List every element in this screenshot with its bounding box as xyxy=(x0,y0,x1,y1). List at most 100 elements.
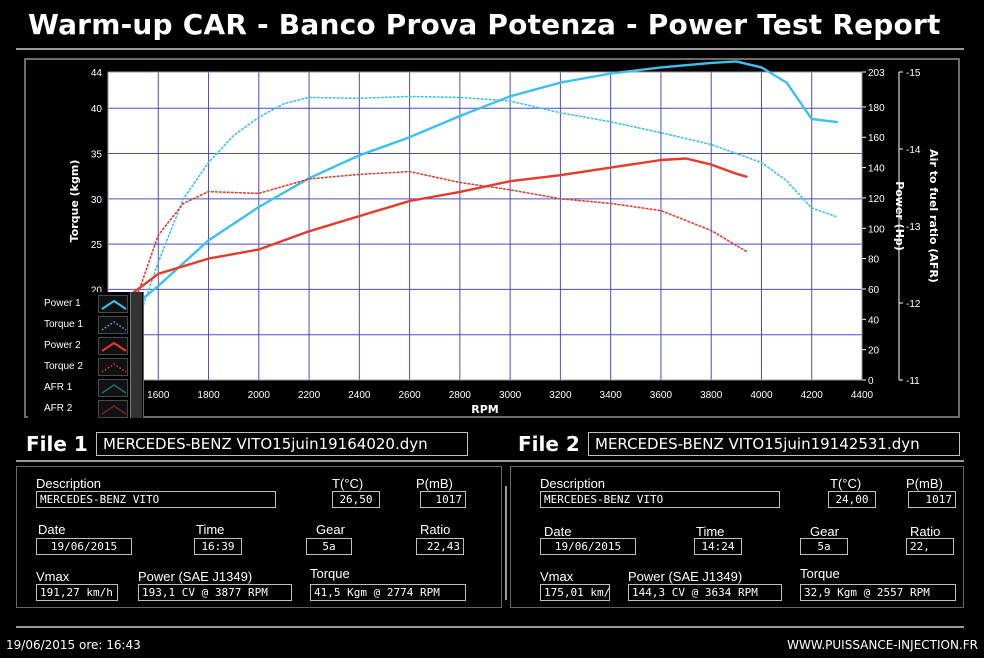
afr-axis-title: Air to fuel ratio (AFR) xyxy=(927,149,940,283)
legend-item: Power 1 xyxy=(28,294,140,315)
footer-timestamp: 19/06/2015 ore: 16:43 xyxy=(6,638,141,652)
run1-torque-label: Torque xyxy=(310,566,350,581)
power-tick-label: 120 xyxy=(868,194,885,205)
x-tick-label: 4400 xyxy=(851,390,874,401)
run2-gear-value: 5a xyxy=(800,538,848,555)
run1-date-value: 19/06/2015 xyxy=(36,538,132,555)
torque1-swatch-icon xyxy=(98,316,128,334)
file1-label: File 1 xyxy=(26,432,88,456)
torque-axis-title: Torque (kgm) xyxy=(68,160,81,243)
chart-legend: Power 1 Torque 1 Power 2 Torque 2 AFR 1 … xyxy=(28,292,144,418)
afr-tick-label: -14 xyxy=(906,145,921,156)
x-tick-label: 1800 xyxy=(197,390,220,401)
plot-border xyxy=(107,71,863,381)
legend-label: AFR 2 xyxy=(44,403,73,414)
run2-torque-value: 32,9 Kgm @ 2557 RPM xyxy=(800,584,956,601)
run1-description-value: MERCEDES-BENZ VITO xyxy=(36,491,276,508)
x-tick-label: 4200 xyxy=(801,390,824,401)
run2-temp-value: 24,00 xyxy=(828,491,876,508)
panel-separator xyxy=(505,486,507,600)
legend-item: Power 2 xyxy=(28,336,140,357)
power-tick-label: 40 xyxy=(868,315,880,326)
legend-item: AFR 2 xyxy=(28,399,140,420)
power2-swatch-icon xyxy=(98,337,128,355)
run2-pressure-label: P(mB) xyxy=(906,476,943,491)
legend-label: Power 2 xyxy=(44,340,81,351)
x-tick-label: 3000 xyxy=(499,390,522,401)
run2-date-label: Date xyxy=(544,524,572,539)
file2-name: MERCEDES-BENZ VITO15juin19142531.dyn xyxy=(588,432,960,456)
power-tick-label: 80 xyxy=(868,255,880,266)
x-tick-label: 3400 xyxy=(600,390,623,401)
run2-vmax-label: Vmax xyxy=(540,569,574,584)
series-line-torque-1 xyxy=(132,95,838,336)
legend-label: Torque 1 xyxy=(44,319,83,330)
run2-description-label: Description xyxy=(540,476,606,491)
footer-website: WWW.PUISSANCE-INJECTION.FR xyxy=(787,638,978,652)
run2-gear-label: Gear xyxy=(810,524,839,539)
torque2-swatch-icon xyxy=(98,358,128,376)
afr-tick-label: -15 xyxy=(906,68,921,79)
run1-vmax-value: 191,27 km/h xyxy=(36,584,118,601)
run1-ratio-label: Ratio xyxy=(420,522,451,537)
chart-panel: 1600 1800 2000 2200 2400 2600 2800 3000 3200 3400… xyxy=(24,58,960,418)
x-tick-label: 2600 xyxy=(398,390,421,401)
file1-name: MERCEDES-BENZ VITO15juin19164020.dyn xyxy=(96,432,468,456)
plot-area xyxy=(108,72,862,380)
files-divider xyxy=(16,460,964,462)
legend-label: Torque 2 xyxy=(44,361,83,372)
x-tick-label: 2800 xyxy=(449,390,472,401)
x-tick-label: 3600 xyxy=(650,390,673,401)
run1-date-label: Date xyxy=(38,522,66,537)
power1-swatch-icon xyxy=(98,295,128,313)
legend-item: AFR 1 xyxy=(28,378,140,399)
power-tick-label: 100 xyxy=(868,224,885,235)
power-tick-label: 140 xyxy=(868,164,885,175)
torque-tick-label: 35 xyxy=(91,150,103,161)
x-tick-label: 3200 xyxy=(549,390,572,401)
afr2-swatch-icon xyxy=(98,400,128,418)
afr-tick-label: -13 xyxy=(906,222,921,233)
run1-time-label: Time xyxy=(196,522,225,537)
power-tick-label: 203 xyxy=(868,68,885,79)
run1-temp-value: 26,50 xyxy=(332,491,380,508)
x-axis-title: RPM xyxy=(471,403,498,416)
run2-temp-label: T(°C) xyxy=(830,476,862,491)
power-axis-title: Power (Hp) xyxy=(893,181,906,251)
series-line-torque-2 xyxy=(132,170,748,309)
run2-ratio-value: 22, xyxy=(906,538,954,555)
run1-description-label: Description xyxy=(36,476,102,491)
legend-label: Power 1 xyxy=(44,298,81,309)
torque-tick-label: 20 xyxy=(91,285,103,296)
torque-tick-label: 30 xyxy=(91,195,103,206)
run2-time-value: 14:24 xyxy=(694,538,742,555)
power-tick-label: 180 xyxy=(868,103,885,114)
run1-vmax-label: Vmax xyxy=(36,569,70,584)
run1-power-value: 193,1 CV @ 3877 RPM xyxy=(138,584,292,601)
x-tick-label: 2400 xyxy=(348,390,371,401)
run1-temp-label: T(°C) xyxy=(332,476,364,491)
footer-divider xyxy=(16,626,964,628)
run1-time-value: 16:39 xyxy=(194,538,242,555)
title-divider xyxy=(16,48,964,50)
run2-ratio-label: Ratio xyxy=(910,524,941,539)
torque-tick-label: 44 xyxy=(91,68,103,79)
legend-item: Torque 2 xyxy=(28,357,140,378)
x-tick-label: 2000 xyxy=(248,390,271,401)
torque-tick-label: 40 xyxy=(91,104,103,115)
report-title: Warm-up CAR - Banco Prova Potenza - Powe… xyxy=(28,8,941,41)
x-tick-label: 1600 xyxy=(147,390,170,401)
afr-tick-label: -12 xyxy=(906,299,921,310)
legend-item: Torque 1 xyxy=(28,315,140,336)
file2-label: File 2 xyxy=(518,432,580,456)
legend-label: AFR 1 xyxy=(44,382,73,393)
legend-scrollbar[interactable] xyxy=(130,292,142,418)
x-tick-label: 4000 xyxy=(750,390,773,401)
run1-gear-label: Gear xyxy=(316,522,345,537)
run1-pressure-value: 1017 xyxy=(420,491,466,508)
power-tick-label: 60 xyxy=(868,285,880,296)
power-tick-label: 20 xyxy=(868,346,880,357)
run1-torque-value: 41,5 Kgm @ 2774 RPM xyxy=(310,584,466,601)
run2-date-value: 19/06/2015 xyxy=(540,538,636,555)
run2-description-value: MERCEDES-BENZ VITO xyxy=(540,491,780,508)
